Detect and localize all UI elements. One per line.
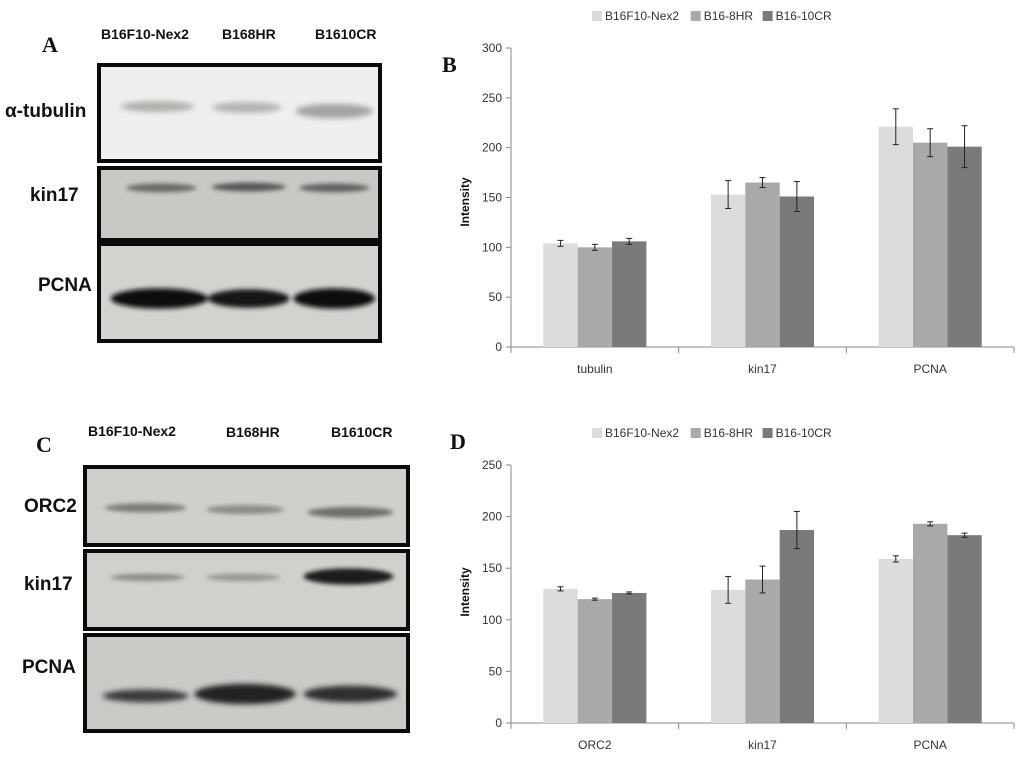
panel-c-lane-1: B16F10-Nex2 [88,423,176,439]
chart-b-legend-swatch [592,11,602,21]
panel-a-row-pcna: PCNA [38,275,92,296]
chart-b-legend-label: B16F10-Nex2 [605,9,679,23]
chart-b-bar [577,247,613,347]
chart-b-x-tick-label: tubulin [577,362,612,376]
chart-b-ylabel: Intensity [458,177,472,227]
chart-d-bar [612,592,647,723]
blot-a-tubulin-bands [120,101,374,119]
chart-d-bar [710,589,746,723]
chart-d-legend-swatch [690,428,701,438]
chart-b-bar [710,194,746,347]
chart-b: B Intensity 0 50 100 150 200 250 300 tubulin kin… [430,0,1024,385]
panel-c-lane-2: B168HR [226,424,280,440]
panel-c-row-pcna: PCNA [22,657,76,678]
blot-a-tubulin [97,63,382,163]
chart-d-x-tick-label: PCNA [913,738,946,752]
chart-b-y-tick-label: 100 [482,240,502,254]
panel-c-row-kin17: kin17 [24,574,73,595]
chart-d-bar [543,588,578,723]
chart-d-y-tick-label: 150 [482,561,502,575]
chart-d-x-tick-label: kin17 [748,738,777,752]
chart-d-legend-swatch [592,428,602,438]
chart-d-legend: B16F10-Nex2 B16-8HR B16-10CR [592,426,832,440]
panel-a-row-kin17: kin17 [30,185,79,206]
chart-b-bar [779,196,815,347]
chart-d-plot: 0 50 100 150 200 250 ORC2 kin17 PCNA [482,458,1015,752]
blot-a-pcna [97,242,382,343]
chart-d-svg: D Intensity 0 50 100 150 200 250 ORC2 kin17 PCNA… [450,426,1015,752]
panel-a-letter: A [42,32,58,57]
chart-b-bar [745,182,780,347]
blot-c-orc2-bands [104,503,394,518]
chart-b-plot: 0 50 100 150 200 250 300 tubulin kin17 PCNA [482,41,1015,376]
chart-d-y-tick-label: 250 [482,458,502,472]
blot-a-kin17 [97,166,382,242]
panel-a-lane-3: B1610CR [315,26,377,42]
chart-d-y-tick-label: 200 [482,510,502,524]
chart-b-bar [543,243,578,347]
blot-a-pcna-bands [110,288,376,309]
chart-d-y-tick-label: 50 [489,664,503,678]
chart-b-y-tick-label: 300 [482,41,502,55]
chart-d-y-tick-label: 0 [495,716,502,730]
chart-b-y-tick-label: 150 [482,191,502,205]
chart-d-panel-letter: D [450,429,466,454]
blot-c-kin17-bands [110,568,394,585]
chart-d-legend-swatch [762,428,773,438]
chart-b-y-tick-label: 0 [495,340,502,354]
blot-c-kin17 [83,549,410,631]
chart-d-bar [779,530,815,723]
chart-b-y-tick-label: 50 [489,290,503,304]
chart-b-bar [947,146,982,347]
chart-b-svg: B Intensity 0 50 100 150 200 250 300 tubulin kin… [442,9,1015,376]
panel-c-row-orc2: ORC2 [24,496,77,517]
chart-b-bar [612,241,647,347]
chart-b-legend-label: B16-8HR [704,9,754,23]
chart-d-bar [947,535,982,723]
panel-a-lane-1: B16F10-Nex2 [101,26,189,42]
chart-b-bar [878,126,913,347]
chart-b-x-tick-label: PCNA [913,362,946,376]
panel-a-row-tubulin: α-tubulin [5,101,87,122]
chart-d-bar [912,523,948,723]
blot-c-pcna [83,633,410,733]
chart-b-legend-swatch [690,11,701,21]
blot-c-orc2 [83,465,410,547]
chart-d-x-tick-label: ORC2 [578,738,612,752]
chart-b-bar [912,142,948,347]
blot-c-pcna-bands [102,683,398,705]
chart-b-x-tick-label: kin17 [748,362,777,376]
panel-c-letter: C [36,432,52,457]
chart-d-bar [878,558,913,723]
chart-d-legend-label: B16-8HR [704,426,754,440]
chart-d: D Intensity 0 50 100 150 200 250 ORC2 kin17 PCNA… [430,405,1024,759]
panel-c-lane-3: B1610CR [331,424,393,440]
chart-b-legend-swatch [762,11,773,21]
chart-d-legend-label: B16-10CR [776,426,832,440]
chart-b-legend-label: B16-10CR [776,9,832,23]
panel-a-lane-2: B168HR [222,26,276,42]
chart-b-y-tick-label: 250 [482,91,502,105]
blot-a-kin17-bands [126,182,370,193]
chart-b-y-tick-label: 200 [482,141,502,155]
chart-b-panel-letter: B [442,52,457,77]
chart-d-bar [745,579,780,723]
chart-d-legend-label: B16F10-Nex2 [605,426,679,440]
chart-b-legend: B16F10-Nex2 B16-8HR B16-10CR [592,9,832,23]
chart-d-bar [577,599,613,723]
chart-d-ylabel: Intensity [458,567,472,617]
chart-d-y-tick-label: 100 [482,613,502,627]
